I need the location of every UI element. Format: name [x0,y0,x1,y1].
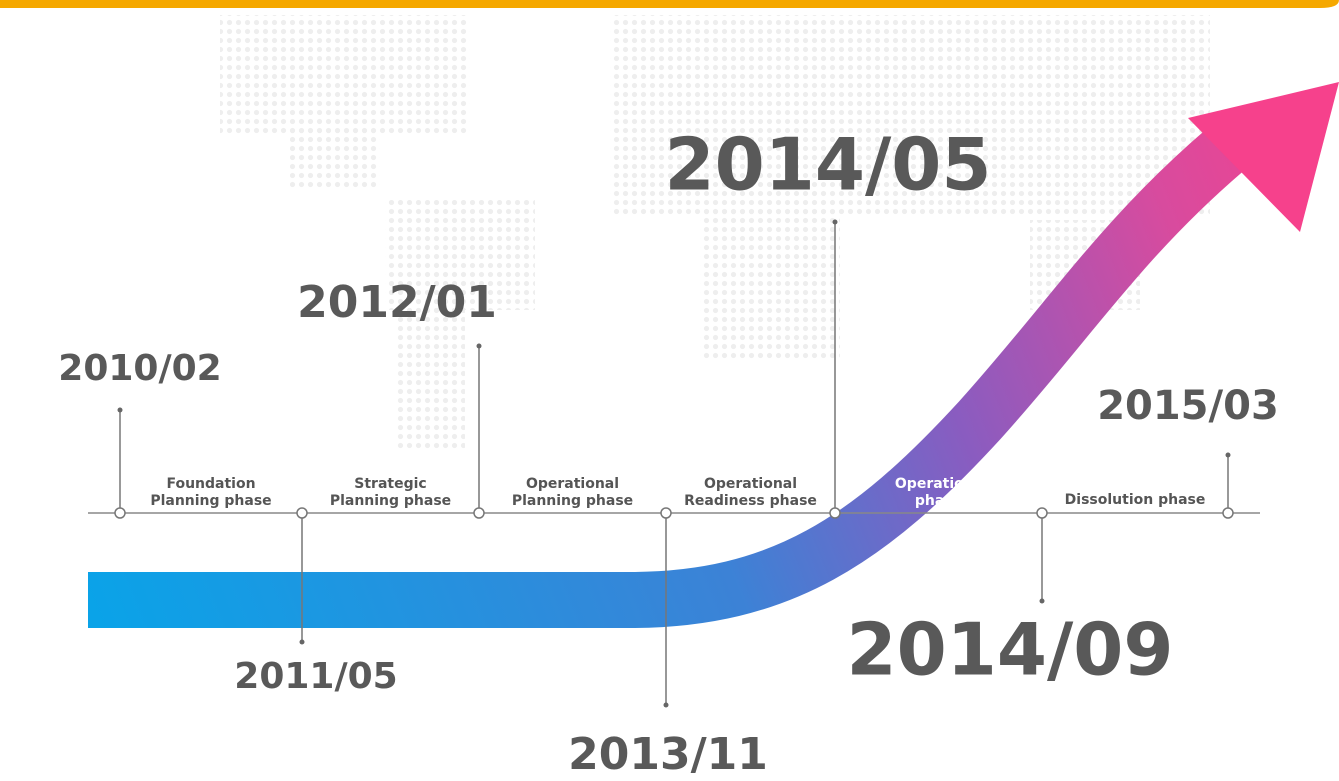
milestone-end-dot [832,219,838,225]
phase-label: phase [915,493,962,509]
phase-label: Planning phase [330,493,451,509]
phase-label: Planning phase [512,493,633,509]
phase-label: Readiness phase [684,493,817,509]
milestone-date: 2011/05 [234,656,397,697]
milestone-end-dot [663,702,669,708]
milestone-date: 2010/02 [58,348,221,389]
milestone-date: 2013/11 [568,729,768,780]
top-bar [0,0,1339,8]
milestone-date: 2012/01 [297,277,497,328]
milestone-end-dot [476,343,482,349]
growth-arrow-body [88,128,1244,628]
phase-label: Foundation [166,476,255,492]
milestone-node [660,507,672,519]
milestone-end-dot [1225,452,1231,458]
growth-arrow-head [1188,82,1339,232]
milestone-end-dot [299,639,305,645]
milestone-end-dot [117,407,123,413]
milestone-end-dot [1039,598,1045,604]
milestone-date: 2014/09 [847,608,1174,692]
milestone-node [296,507,308,519]
phase-label: Operational [526,476,619,492]
milestone-date: 2014/05 [665,123,992,207]
milestone-node [829,507,841,519]
milestone-node [1036,507,1048,519]
phase-label: Planning phase [150,493,271,509]
milestone-date: 2015/03 [1097,383,1279,429]
milestone-node [1222,507,1234,519]
phase-label: Operational [704,476,797,492]
world-map-background [220,15,1210,450]
milestone-node [473,507,485,519]
phase-label: Strategic [354,476,426,492]
phase-label: Dissolution phase [1065,492,1206,508]
milestone-node [114,507,126,519]
phase-label: Operations [895,476,982,492]
